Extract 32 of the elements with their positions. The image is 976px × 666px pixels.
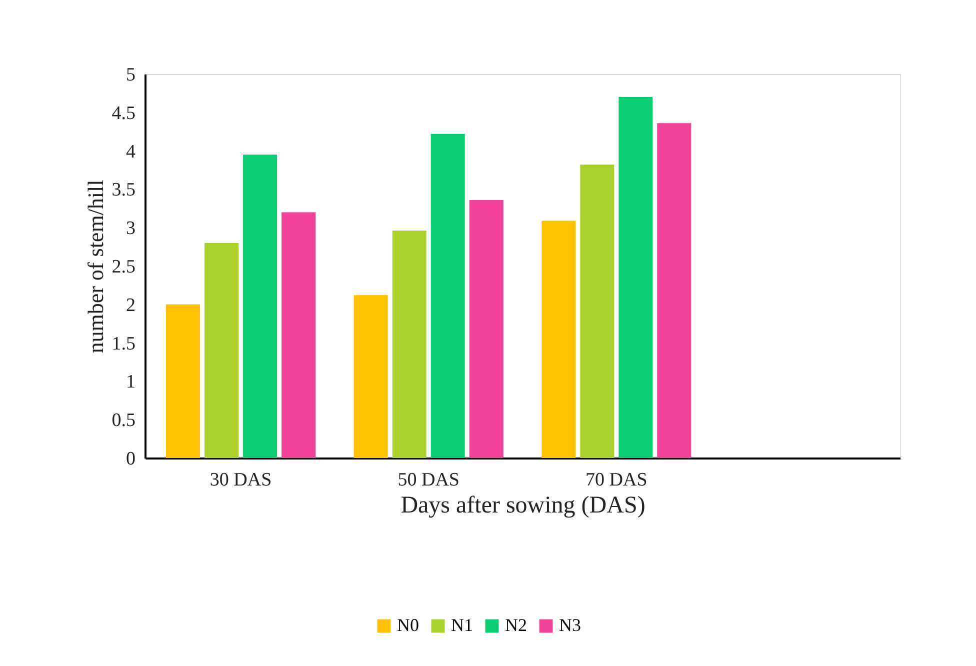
bar: [542, 220, 576, 458]
y-axis-title: number of stem/hill: [82, 180, 108, 354]
bar: [392, 230, 426, 458]
x-tick-label: 30 DAS: [210, 470, 272, 490]
bar: [430, 134, 465, 458]
bar: [657, 123, 692, 458]
bar: [243, 154, 278, 458]
y-tick-label: 0.5: [112, 410, 136, 432]
y-tick-label: 4.5: [112, 102, 136, 124]
y-tick-label: 3.5: [112, 180, 136, 201]
bar: [469, 200, 504, 458]
y-tick-label: 2: [126, 294, 136, 316]
x-tick-label: 50 DAS: [398, 470, 460, 490]
y-tick-label: 0: [126, 448, 136, 470]
legend-label: N1: [451, 615, 473, 635]
bar: [282, 212, 316, 458]
y-tick-label: 1.5: [112, 333, 136, 354]
x-tick-label: 70 DAS: [586, 470, 648, 490]
y-tick-label: 5: [126, 64, 136, 86]
bar: [204, 242, 239, 458]
legend-label: N3: [559, 615, 581, 635]
x-axis-title: Days after sowing (DAS): [400, 492, 646, 518]
legend-label: N0: [397, 615, 419, 635]
bar: [166, 304, 200, 458]
bar: [618, 97, 653, 458]
bar: [580, 164, 614, 458]
y-tick-label: 2.5: [112, 256, 136, 278]
y-tick-label: 3: [126, 218, 136, 240]
bar: [354, 295, 388, 458]
y-tick-label: 4: [126, 141, 136, 162]
legend-label: N2: [505, 615, 527, 635]
y-tick-label: 1: [126, 372, 136, 393]
